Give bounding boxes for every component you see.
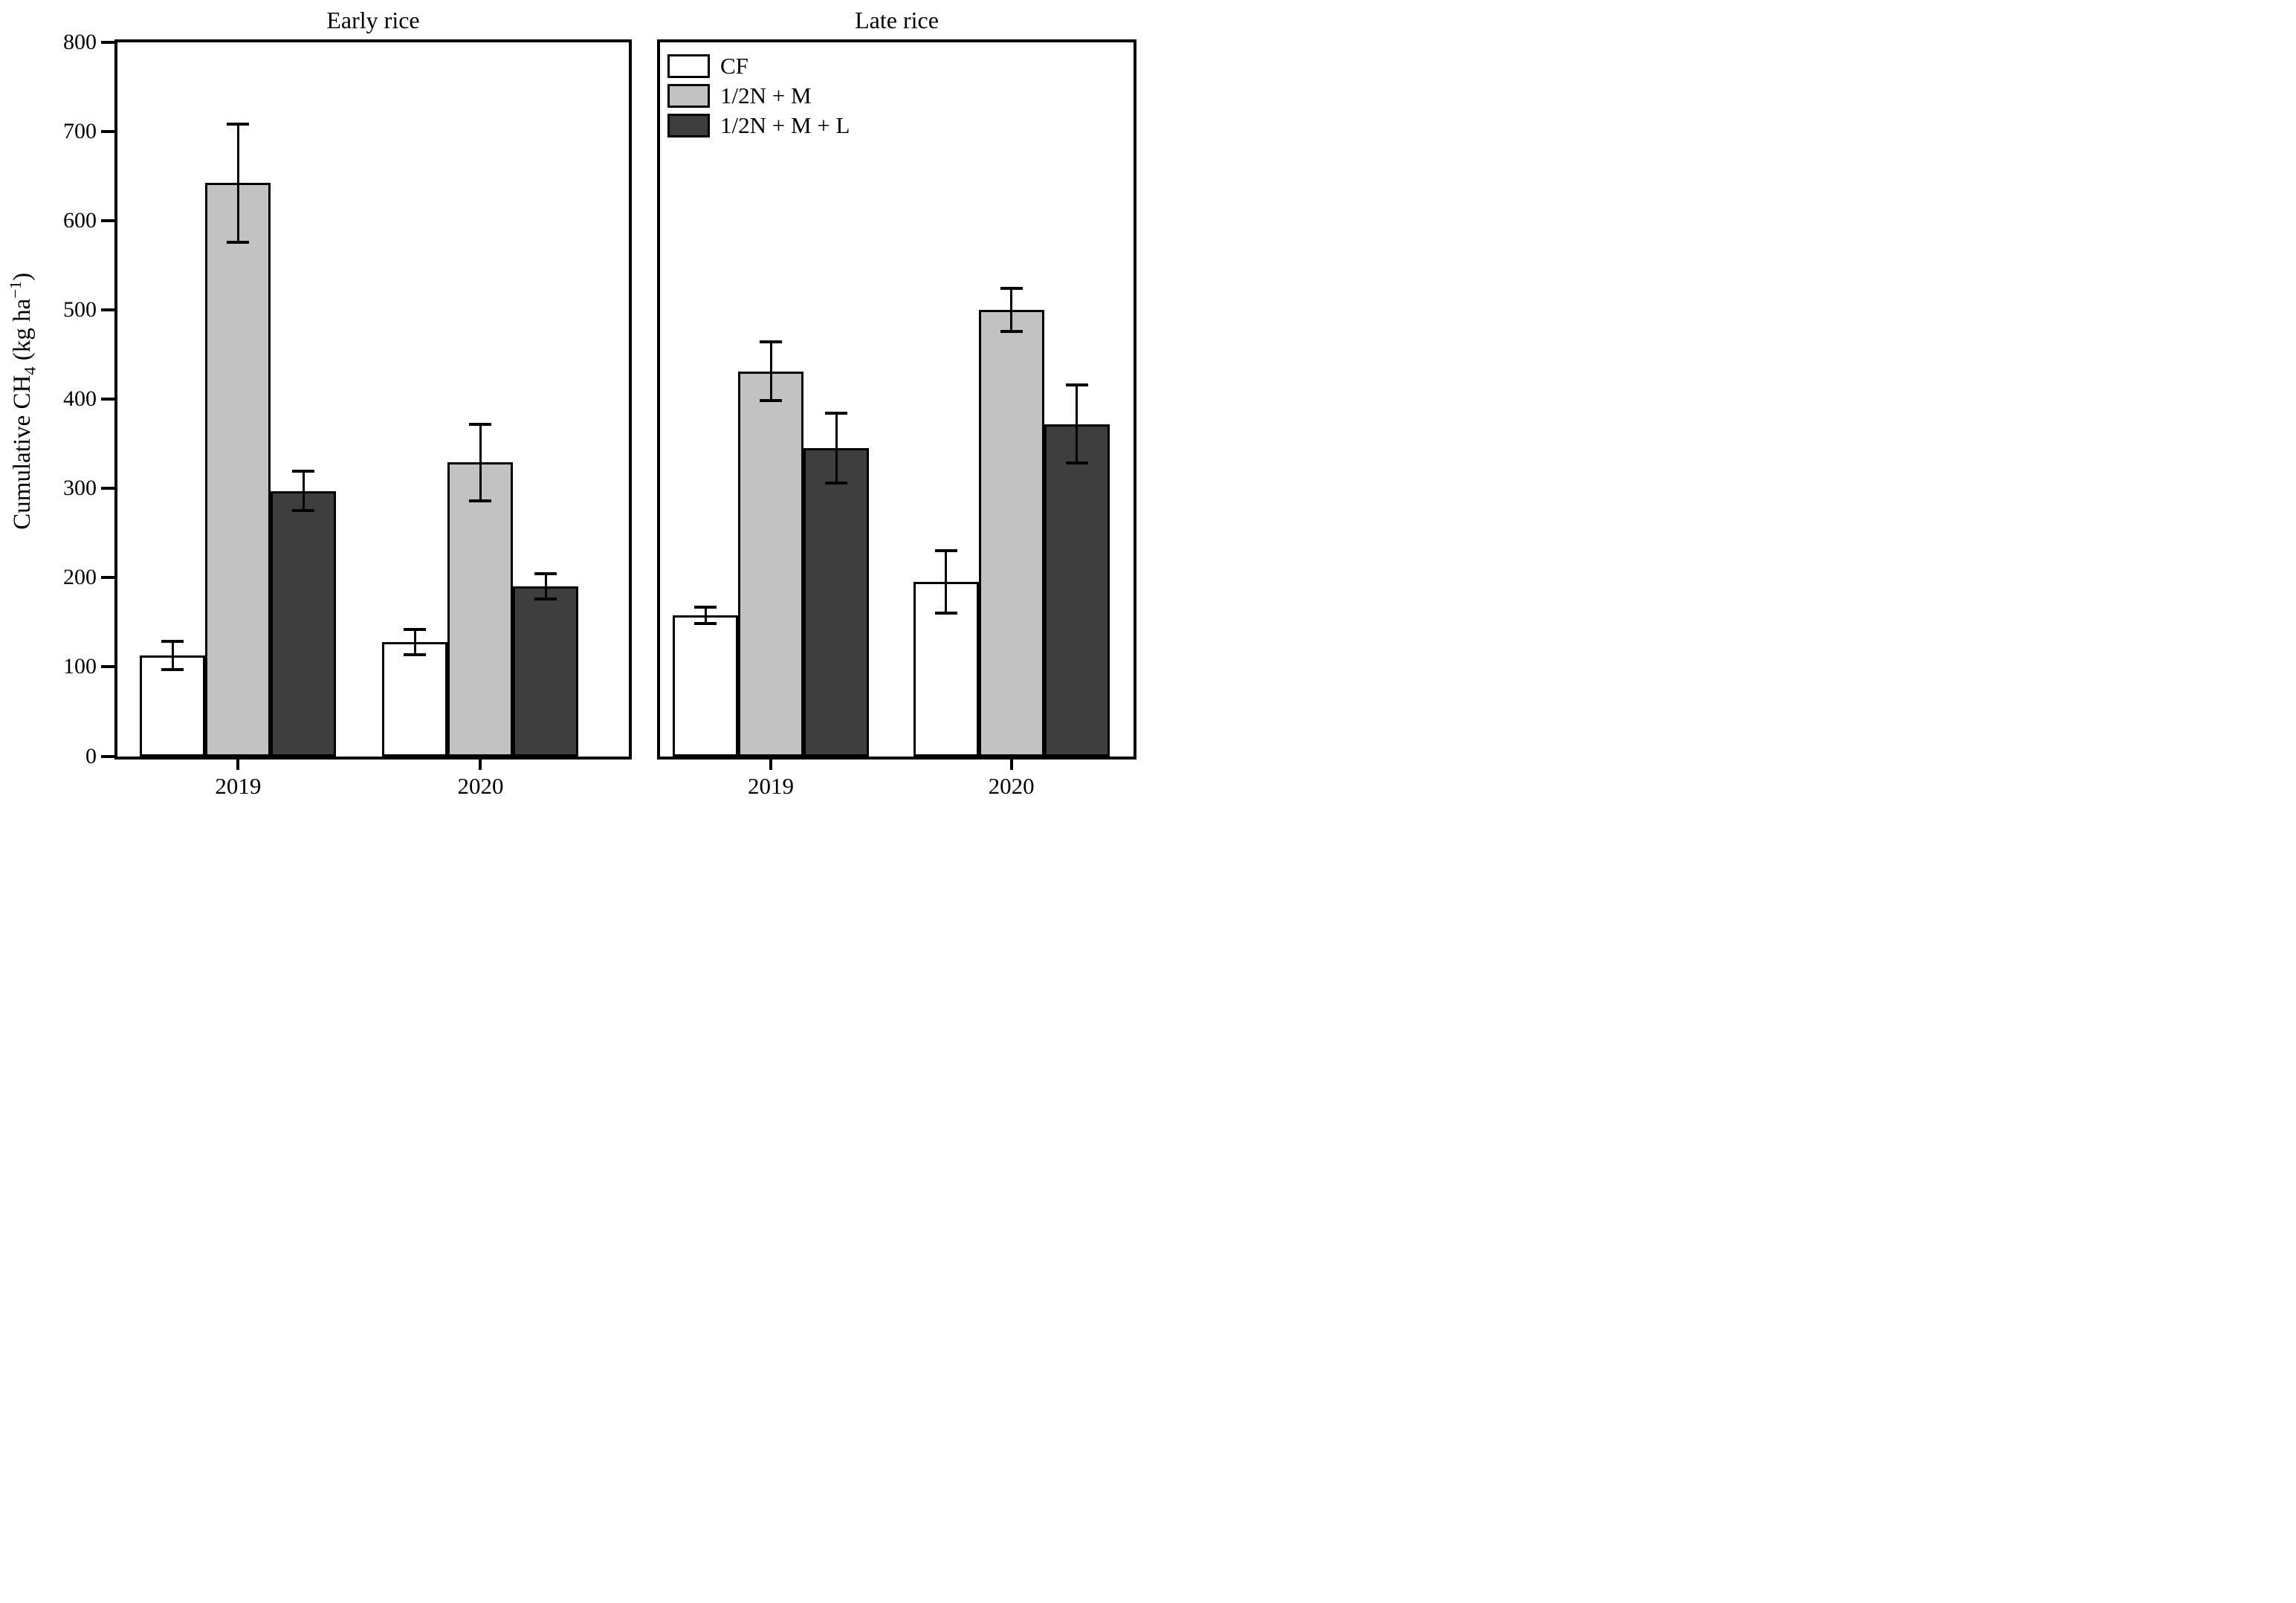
x-tick-mark bbox=[236, 759, 240, 770]
legend-label: 1/2N + M + L bbox=[720, 111, 850, 138]
error-bar-cap-top bbox=[760, 340, 783, 344]
error-bar-cap-bottom bbox=[934, 612, 957, 615]
y-tick-mark bbox=[101, 308, 114, 311]
x-tick-mark bbox=[1009, 759, 1013, 770]
y-tick-mark bbox=[101, 129, 114, 133]
error-bar-cap-top bbox=[404, 627, 427, 631]
error-bar-cap-top bbox=[694, 605, 717, 609]
legend-row: 1/2N + M bbox=[667, 82, 850, 109]
legend-label: 1/2N + M bbox=[720, 82, 812, 109]
error-bar bbox=[1010, 288, 1013, 331]
y-tick-mark bbox=[101, 398, 114, 401]
error-bar bbox=[704, 606, 707, 624]
error-bar-cap-bottom bbox=[161, 667, 184, 671]
error-bar bbox=[171, 641, 174, 670]
y-tick-label: 0 bbox=[85, 743, 97, 768]
legend-swatch bbox=[667, 113, 710, 137]
x-tick-mark bbox=[479, 759, 482, 770]
error-bar bbox=[945, 551, 948, 614]
bar-late-rice-2019-series2 bbox=[803, 448, 870, 757]
bar-late-rice-2020-series2 bbox=[1044, 424, 1110, 757]
y-tick-mark bbox=[101, 576, 114, 580]
error-bar bbox=[544, 574, 547, 600]
y-tick-label: 100 bbox=[63, 654, 97, 679]
error-bar-cap-top bbox=[469, 422, 492, 426]
y-tick-label: 700 bbox=[63, 118, 97, 143]
y-tick-mark bbox=[101, 754, 114, 758]
y-tick-label: 300 bbox=[63, 476, 97, 501]
bar-early-rice-2019-series2 bbox=[271, 490, 337, 757]
error-bar-cap-bottom bbox=[760, 399, 783, 403]
error-bar-cap-top bbox=[292, 470, 315, 473]
y-tick-label: 800 bbox=[63, 29, 97, 54]
legend-row: CF bbox=[667, 53, 850, 80]
figure: Cumulative CH4 (kg ha−1) Early rice Late… bbox=[0, 0, 1148, 802]
error-bar-cap-bottom bbox=[292, 509, 315, 513]
y-tick-label: 600 bbox=[63, 207, 97, 233]
legend: CF 1/2N + M 1/2N + M + L bbox=[667, 53, 850, 142]
y-tick-mark bbox=[101, 40, 114, 44]
error-bar-cap-top bbox=[227, 123, 250, 126]
error-bar-cap-top bbox=[1000, 287, 1023, 291]
bar-early-rice-2020-series2 bbox=[513, 586, 579, 757]
legend-row: 1/2N + M + L bbox=[667, 112, 850, 139]
legend-swatch bbox=[667, 54, 710, 78]
panel-early-rice: Early rice bbox=[114, 7, 632, 760]
error-bar-cap-top bbox=[825, 412, 848, 415]
legend-label: CF bbox=[720, 52, 748, 79]
error-bar-cap-top bbox=[161, 639, 184, 643]
error-bar-cap-bottom bbox=[1065, 462, 1088, 465]
error-bar-cap-bottom bbox=[469, 499, 492, 502]
y-tick-label: 200 bbox=[63, 565, 97, 590]
bar-late-rice-2019-series0 bbox=[673, 615, 739, 757]
bar-early-rice-2020-series0 bbox=[382, 641, 448, 757]
bar-early-rice-2019-series1 bbox=[205, 183, 271, 757]
bar-late-rice-2019-series1 bbox=[738, 371, 804, 757]
bar-early-rice-2020-series1 bbox=[447, 462, 514, 757]
error-bar bbox=[479, 424, 482, 501]
y-tick-label: 500 bbox=[63, 297, 97, 322]
error-bar bbox=[413, 629, 416, 655]
panel-title-early-rice: Early rice bbox=[326, 6, 420, 33]
x-category-label: 2019 bbox=[215, 773, 262, 799]
error-bar-cap-bottom bbox=[694, 621, 717, 625]
error-bar bbox=[1076, 384, 1079, 464]
panel-late-rice: Late rice CF 1/2N + M 1/2N + M + L bbox=[657, 7, 1136, 760]
error-bar bbox=[302, 471, 305, 511]
error-bar bbox=[769, 342, 772, 401]
error-bar bbox=[835, 413, 838, 483]
error-bar bbox=[236, 124, 239, 242]
panel-title-late-rice: Late rice bbox=[855, 6, 939, 33]
y-tick-mark bbox=[101, 665, 114, 669]
y-tick-mark bbox=[101, 218, 114, 222]
error-bar-cap-bottom bbox=[825, 481, 848, 485]
error-bar-cap-top bbox=[534, 572, 557, 576]
legend-swatch bbox=[667, 83, 710, 108]
bar-late-rice-2020-series1 bbox=[978, 309, 1044, 757]
error-bar-cap-top bbox=[934, 549, 957, 553]
y-tick-label: 400 bbox=[63, 386, 97, 411]
x-category-label: 2020 bbox=[457, 773, 504, 799]
error-bar-cap-bottom bbox=[227, 240, 250, 244]
x-tick-mark bbox=[769, 759, 773, 770]
x-category-label: 2019 bbox=[748, 773, 795, 799]
error-bar-cap-bottom bbox=[404, 652, 427, 656]
error-bar-cap-bottom bbox=[1000, 329, 1023, 333]
error-bar-cap-top bbox=[1065, 383, 1088, 386]
y-tick-mark bbox=[101, 487, 114, 490]
x-category-label: 2020 bbox=[988, 773, 1035, 799]
error-bar-cap-bottom bbox=[534, 598, 557, 601]
